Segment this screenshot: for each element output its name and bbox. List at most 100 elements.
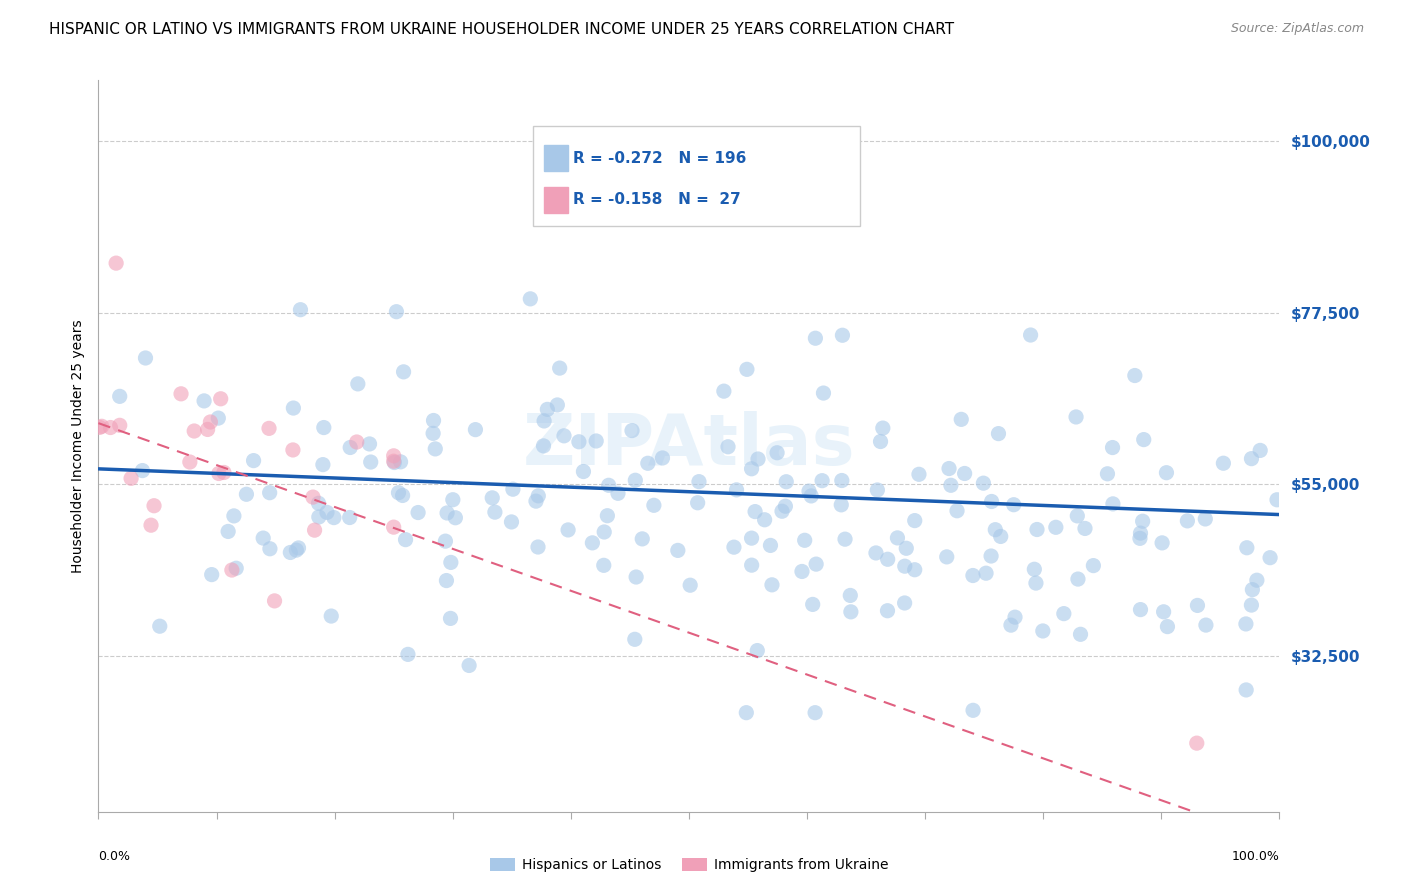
Point <box>524 494 547 508</box>
Point <box>1074 521 1097 535</box>
Point <box>1000 618 1022 632</box>
Text: HISPANIC OR LATINO VS IMMIGRANTS FROM UKRAINE HOUSEHOLDER INCOME UNDER 25 YEARS : HISPANIC OR LATINO VS IMMIGRANTS FROM UK… <box>49 22 955 37</box>
Point <box>735 706 758 720</box>
Point <box>651 450 673 465</box>
Point <box>308 496 330 510</box>
Point <box>1097 467 1119 481</box>
Point <box>839 589 862 603</box>
Point <box>1156 466 1178 480</box>
Point <box>908 467 931 482</box>
Point <box>290 302 312 317</box>
Point <box>1187 599 1209 613</box>
Point <box>308 510 330 524</box>
Point <box>139 518 162 533</box>
Point <box>1064 409 1087 424</box>
Point <box>1241 582 1264 597</box>
Point <box>896 541 918 556</box>
Point <box>304 523 326 537</box>
Point <box>484 505 506 519</box>
Point <box>546 398 568 412</box>
Point <box>170 387 193 401</box>
Point <box>598 478 620 492</box>
Point <box>624 473 647 487</box>
Point <box>382 456 405 470</box>
Point <box>984 523 1007 537</box>
Point <box>527 540 550 554</box>
Point <box>904 563 927 577</box>
Point <box>1194 512 1216 526</box>
Point <box>830 498 852 512</box>
Point <box>770 504 793 518</box>
Point <box>347 376 370 391</box>
Point <box>1024 562 1046 576</box>
Point <box>1234 616 1257 631</box>
Point <box>688 475 710 489</box>
Point <box>754 513 776 527</box>
Point <box>143 499 166 513</box>
Point <box>360 455 382 469</box>
Point <box>894 559 917 574</box>
Point <box>217 524 239 539</box>
Point <box>1002 498 1025 512</box>
Point <box>1129 532 1152 546</box>
Point <box>1132 433 1154 447</box>
Point <box>1156 619 1178 633</box>
Point <box>527 489 550 503</box>
Point <box>593 524 616 539</box>
Point <box>183 424 205 438</box>
Point <box>747 452 769 467</box>
Point <box>436 574 458 588</box>
Point <box>502 482 524 496</box>
Point <box>935 549 957 564</box>
Point <box>811 474 834 488</box>
Point <box>717 440 740 454</box>
Point <box>321 609 343 624</box>
Point <box>259 485 281 500</box>
Point <box>389 455 412 469</box>
Point <box>1102 497 1125 511</box>
Point <box>581 536 603 550</box>
Point <box>501 515 523 529</box>
Point <box>1212 456 1234 470</box>
Point <box>312 420 335 434</box>
Point <box>725 483 748 497</box>
Point <box>790 565 813 579</box>
Point <box>831 328 853 343</box>
Point <box>422 426 444 441</box>
Point <box>441 492 464 507</box>
Y-axis label: Householder Income Under 25 years: Householder Income Under 25 years <box>70 319 84 573</box>
Point <box>747 643 769 657</box>
Point <box>623 632 645 647</box>
Point <box>1240 598 1263 612</box>
Point <box>149 619 172 633</box>
Point <box>1152 536 1174 550</box>
Point <box>679 578 702 592</box>
Point <box>962 568 984 582</box>
Point <box>723 540 745 554</box>
Point <box>804 557 827 571</box>
Point <box>436 506 458 520</box>
Point <box>1246 573 1268 587</box>
Point <box>953 467 976 481</box>
Point <box>621 424 644 438</box>
Point <box>1019 328 1042 343</box>
Point <box>893 596 915 610</box>
Text: R = -0.158   N =  27: R = -0.158 N = 27 <box>574 193 741 207</box>
Point <box>382 449 405 463</box>
Point <box>939 478 962 492</box>
Point <box>839 605 862 619</box>
Point <box>287 541 309 555</box>
Point <box>804 331 827 345</box>
Text: R = -0.272   N = 196: R = -0.272 N = 196 <box>574 151 747 166</box>
Point <box>385 304 408 318</box>
Point <box>741 462 763 476</box>
Text: Source: ZipAtlas.com: Source: ZipAtlas.com <box>1230 22 1364 36</box>
Point <box>775 475 797 489</box>
Point <box>316 505 339 519</box>
Point <box>425 442 447 456</box>
Point <box>440 556 463 570</box>
Point <box>281 442 304 457</box>
Point <box>89 420 111 434</box>
Point <box>1004 610 1026 624</box>
Point <box>382 520 405 534</box>
